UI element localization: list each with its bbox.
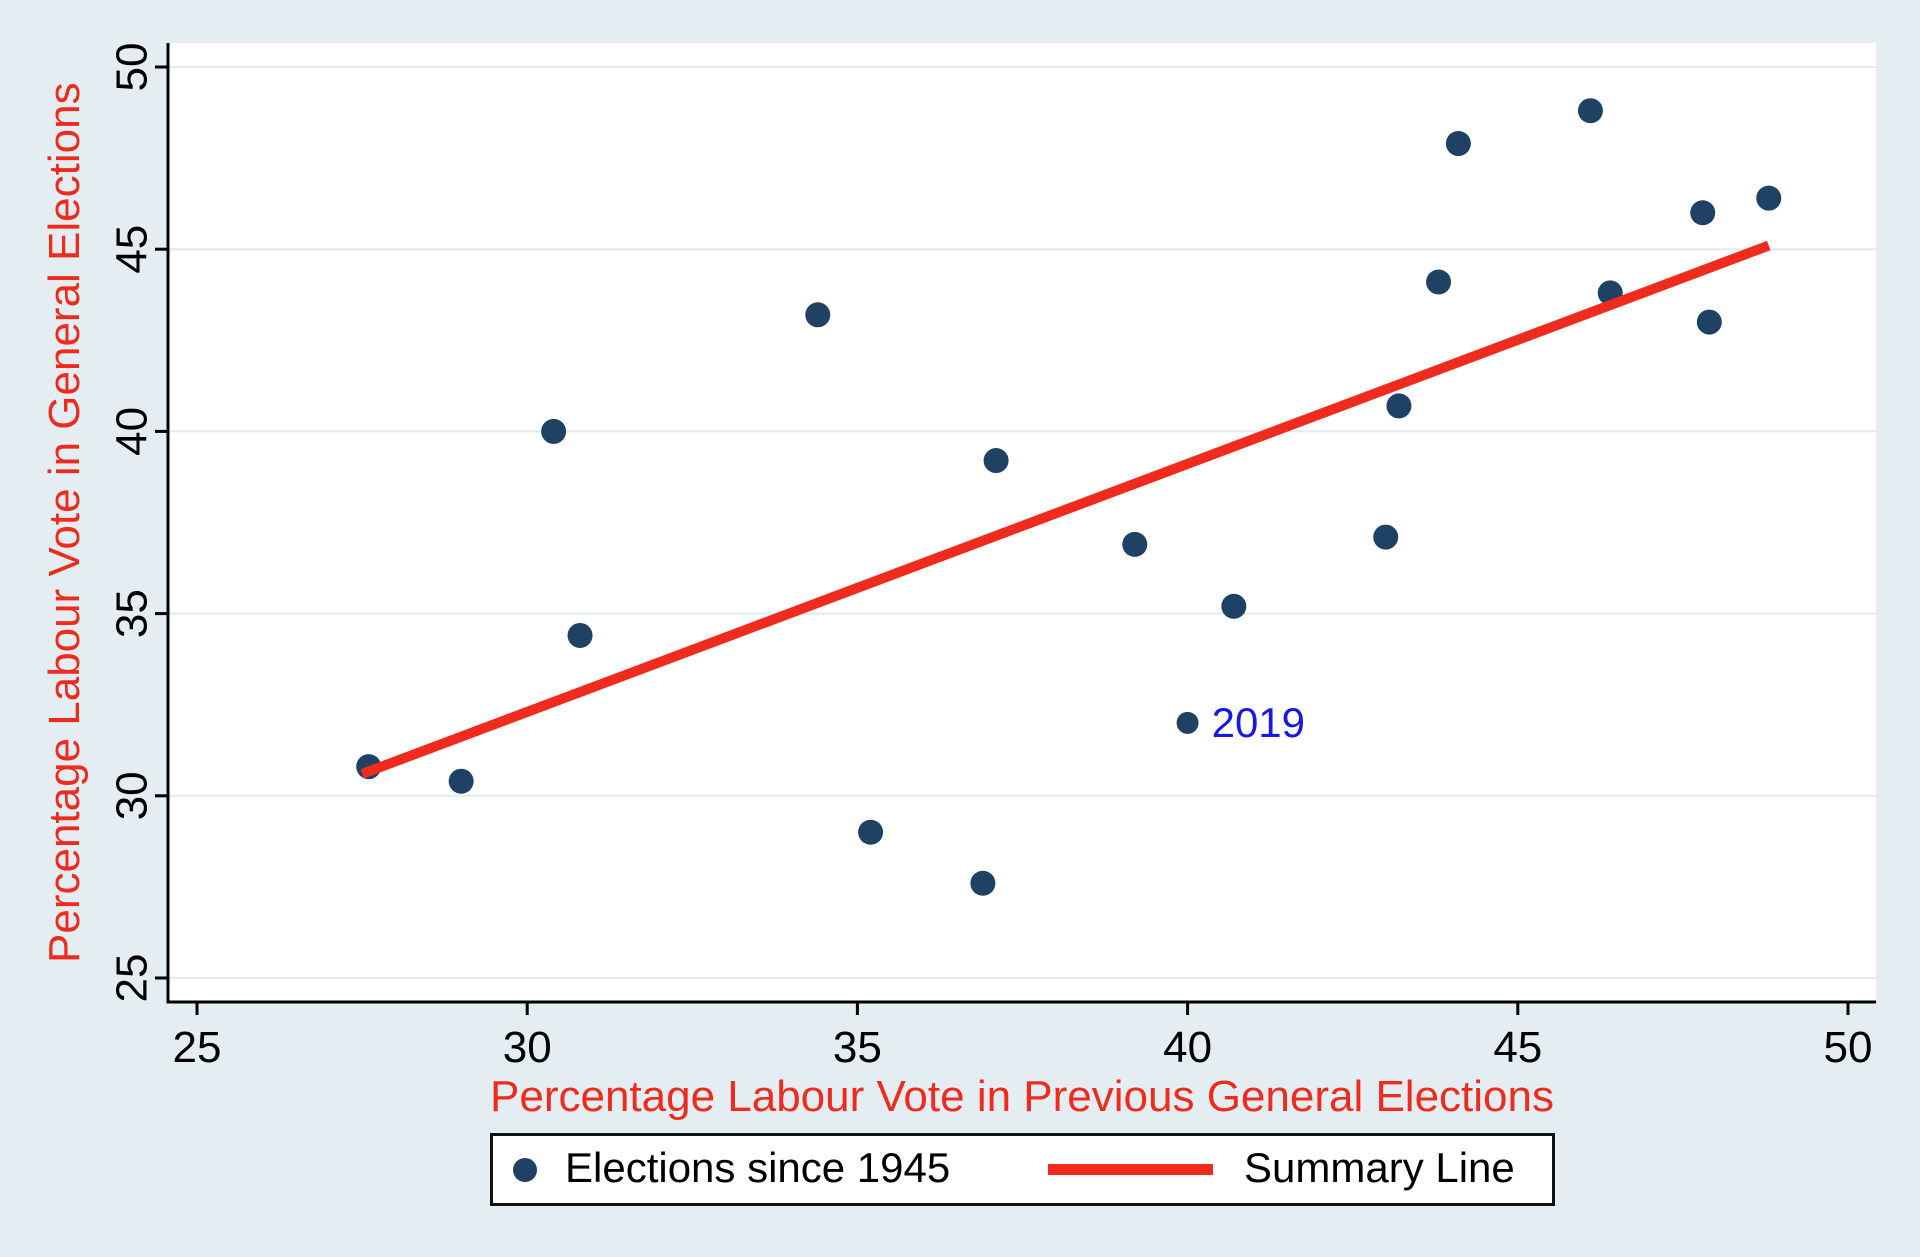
data-point — [983, 448, 1009, 474]
data-point — [1176, 711, 1199, 734]
data-point — [1122, 531, 1148, 557]
legend-label-elections: Elections since 1945 — [565, 1143, 951, 1191]
data-point — [805, 302, 831, 328]
data-point — [1445, 131, 1471, 157]
data-point — [1373, 524, 1399, 550]
x-axis-title: Percentage Labour Vote in Previous Gener… — [490, 1072, 1554, 1121]
x-tick-label: 35 — [833, 1023, 882, 1072]
legend-marker-dot-icon — [513, 1157, 537, 1182]
legend-box: Elections since 1945 Summary Line — [490, 1133, 1555, 1206]
data-point — [1426, 269, 1452, 295]
annotation-2019: 2019 — [1212, 699, 1305, 746]
data-point — [448, 768, 474, 794]
data-point — [1696, 309, 1722, 335]
y-tick-label: 50 — [108, 43, 157, 92]
y-tick-label: 40 — [108, 407, 157, 456]
x-tick-label: 40 — [1163, 1023, 1212, 1072]
data-point — [1386, 393, 1412, 419]
data-point — [1577, 98, 1603, 124]
data-point — [567, 622, 593, 648]
data-point — [1756, 185, 1782, 211]
y-tick-label: 30 — [108, 771, 157, 820]
data-point — [970, 870, 996, 896]
data-point — [1690, 200, 1716, 226]
y-axis-title: Percentage Labour Vote in General Electi… — [40, 82, 89, 963]
y-tick-label: 45 — [108, 225, 157, 274]
legend-marker-line-icon — [1048, 1163, 1213, 1175]
data-point — [541, 418, 567, 444]
x-tick-label: 45 — [1493, 1023, 1542, 1072]
y-tick-label: 25 — [108, 954, 157, 1003]
x-tick-label: 25 — [173, 1023, 222, 1072]
legend-label-summary: Summary Line — [1244, 1143, 1515, 1191]
x-tick-label: 30 — [503, 1023, 552, 1072]
data-point — [858, 819, 884, 845]
x-tick-label: 50 — [1824, 1023, 1873, 1072]
summary-line — [360, 240, 1771, 779]
data-point — [1221, 593, 1247, 619]
y-tick-label: 35 — [108, 589, 157, 638]
